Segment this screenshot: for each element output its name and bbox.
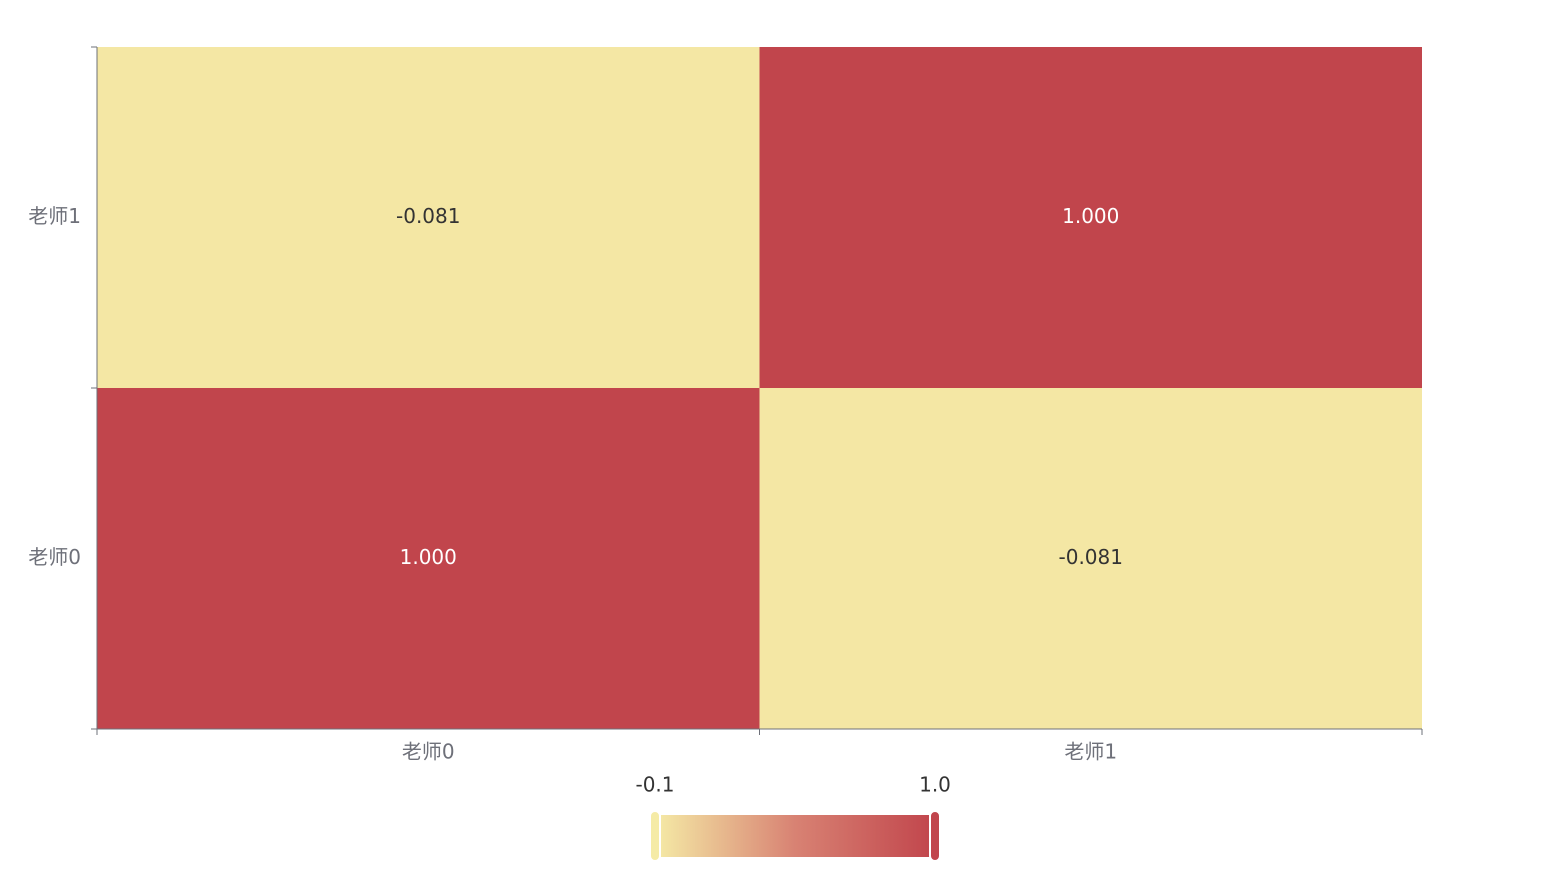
cell-label: 1.000 — [1062, 204, 1119, 228]
heatmap-cell — [759, 388, 1422, 729]
y-tick-label: 老师0 — [28, 545, 81, 569]
heatmap-cell — [97, 388, 760, 729]
visual-map-handle — [649, 810, 661, 862]
cell-label: -0.081 — [396, 204, 460, 228]
visual-map-handle — [929, 810, 941, 862]
x-tick-label: 老师0 — [402, 740, 455, 764]
heatmap-cell — [97, 47, 760, 388]
heatmap-cell — [759, 47, 1422, 388]
x-tick-label: 老师1 — [1064, 740, 1117, 764]
cell-label: -0.081 — [1059, 545, 1123, 569]
cell-label: 1.000 — [400, 545, 457, 569]
visual-map-label: -0.1 — [635, 773, 674, 797]
y-tick-label: 老师1 — [28, 204, 81, 228]
visual-map-bar — [655, 815, 935, 857]
visual-map-label: 1.0 — [919, 773, 951, 797]
